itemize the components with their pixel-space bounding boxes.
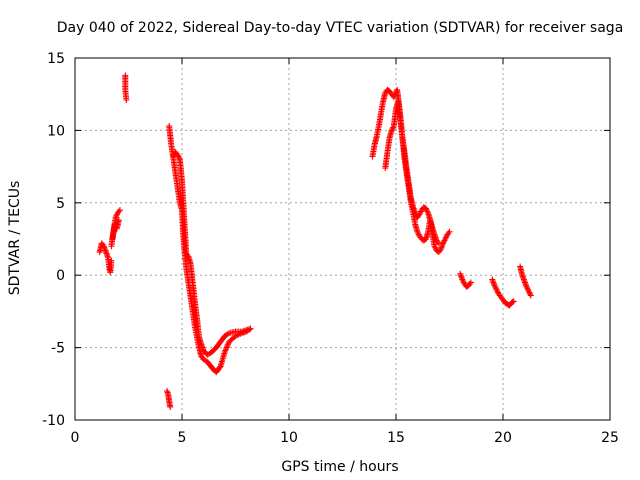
data-point [526, 289, 533, 296]
data-point [493, 286, 500, 293]
data-point [510, 298, 517, 305]
data-point [509, 298, 516, 305]
data-point [432, 244, 439, 251]
data-point [422, 205, 429, 212]
data-point [388, 127, 395, 134]
data-point [525, 288, 532, 295]
series-arc-3a [369, 86, 453, 256]
data-point [223, 346, 230, 353]
data-point [247, 325, 254, 332]
data-point [492, 285, 499, 292]
data-point [112, 214, 119, 221]
x-tick-label: 0 [71, 430, 80, 446]
data-point [108, 257, 115, 264]
data-point [223, 344, 230, 351]
data-point [442, 236, 449, 242]
data-point [527, 291, 534, 298]
axis-ticks: 0 5 10 15 20 25 -10 -5 0 5 10 15 [42, 51, 619, 446]
x-axis-label: GPS time / hours [281, 459, 398, 475]
data-point [440, 238, 447, 245]
data-point [467, 279, 474, 286]
y-tick-label: -5 [51, 341, 65, 357]
data-point [424, 208, 431, 215]
plot-border [74, 57, 611, 421]
x-tick-label: 10 [280, 430, 298, 446]
series-arc-1c [109, 217, 122, 242]
y-tick-label: 5 [56, 196, 65, 212]
y-axis-label: SDTVAR / TECUs [7, 181, 23, 296]
series-arc-2a [164, 388, 174, 410]
data-point [390, 124, 397, 131]
data-point [389, 125, 396, 132]
y-tick-label: -10 [42, 413, 65, 429]
y-tick-label: 0 [56, 268, 65, 284]
data-point [174, 152, 181, 159]
data-point [460, 277, 467, 284]
series-arc-3b [382, 98, 442, 247]
data-point [416, 211, 423, 218]
data-point [123, 96, 130, 103]
data-point [216, 364, 223, 371]
data-point [445, 230, 452, 237]
series-arc-2c [170, 149, 254, 358]
x-tick-label: 15 [387, 430, 405, 446]
data-point [423, 207, 430, 214]
plot-axes [74, 57, 611, 421]
data-point [224, 331, 231, 338]
data-point [113, 212, 120, 219]
data-point [221, 348, 228, 355]
data-point [523, 283, 530, 290]
x-tick-label: 25 [601, 430, 619, 446]
series-arc-4 [457, 270, 474, 290]
data-point [175, 153, 182, 160]
data-point [494, 288, 501, 295]
data-point [115, 208, 122, 215]
data-point [116, 207, 123, 214]
grid-lines [75, 58, 610, 420]
chart-title: Day 040 of 2022, Sidereal Day-to-day VTE… [57, 20, 624, 36]
data-point [434, 238, 441, 245]
data-point [435, 240, 442, 247]
data-point [224, 343, 231, 350]
data-point [441, 237, 448, 244]
data-point [167, 403, 174, 410]
data-point [527, 292, 534, 299]
data-point [414, 228, 421, 235]
data-point [492, 283, 499, 290]
data-points [96, 72, 534, 410]
series-arc-6 [517, 263, 534, 299]
data-point [491, 282, 498, 289]
data-point [524, 286, 531, 293]
series-arc-1a [96, 240, 115, 276]
data-point [466, 280, 473, 287]
y-tick-label: 10 [47, 123, 65, 139]
x-tick-label: 20 [494, 430, 512, 446]
data-point [224, 341, 231, 348]
y-tick-label: 15 [47, 51, 65, 67]
data-point [115, 217, 122, 224]
data-point [417, 209, 424, 216]
data-point [524, 285, 531, 292]
data-point [222, 347, 229, 354]
data-point [459, 276, 466, 283]
data-point [442, 234, 449, 241]
series-arc-1d [122, 72, 130, 103]
x-tick-label: 5 [178, 430, 187, 446]
data-point [415, 230, 422, 237]
data-point [176, 154, 183, 161]
series-arc-5 [489, 276, 517, 309]
data-point [431, 243, 438, 250]
data-point [446, 228, 453, 235]
